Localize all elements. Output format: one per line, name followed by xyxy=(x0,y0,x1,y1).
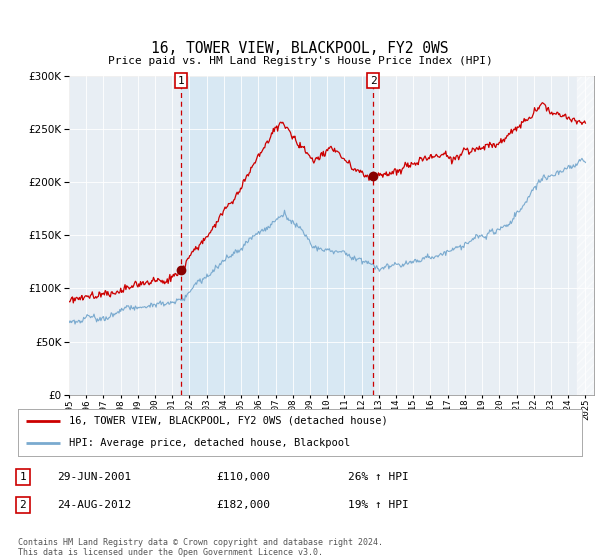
Text: 24-AUG-2012: 24-AUG-2012 xyxy=(57,500,131,510)
Text: 19% ↑ HPI: 19% ↑ HPI xyxy=(348,500,409,510)
Text: 16, TOWER VIEW, BLACKPOOL, FY2 0WS (detached house): 16, TOWER VIEW, BLACKPOOL, FY2 0WS (deta… xyxy=(69,416,388,426)
Text: 29-JUN-2001: 29-JUN-2001 xyxy=(57,472,131,482)
Text: Contains HM Land Registry data © Crown copyright and database right 2024.
This d: Contains HM Land Registry data © Crown c… xyxy=(18,538,383,557)
Text: 26% ↑ HPI: 26% ↑ HPI xyxy=(348,472,409,482)
Bar xyxy=(577,76,594,395)
Bar xyxy=(181,76,373,395)
Text: 1: 1 xyxy=(19,472,26,482)
Text: HPI: Average price, detached house, Blackpool: HPI: Average price, detached house, Blac… xyxy=(69,438,350,448)
Text: 2: 2 xyxy=(19,500,26,510)
Text: 16, TOWER VIEW, BLACKPOOL, FY2 0WS: 16, TOWER VIEW, BLACKPOOL, FY2 0WS xyxy=(151,41,449,56)
Text: £110,000: £110,000 xyxy=(216,472,270,482)
Text: 2: 2 xyxy=(370,76,377,86)
Text: 1: 1 xyxy=(178,76,184,86)
Text: Price paid vs. HM Land Registry's House Price Index (HPI): Price paid vs. HM Land Registry's House … xyxy=(107,56,493,66)
Text: £182,000: £182,000 xyxy=(216,500,270,510)
